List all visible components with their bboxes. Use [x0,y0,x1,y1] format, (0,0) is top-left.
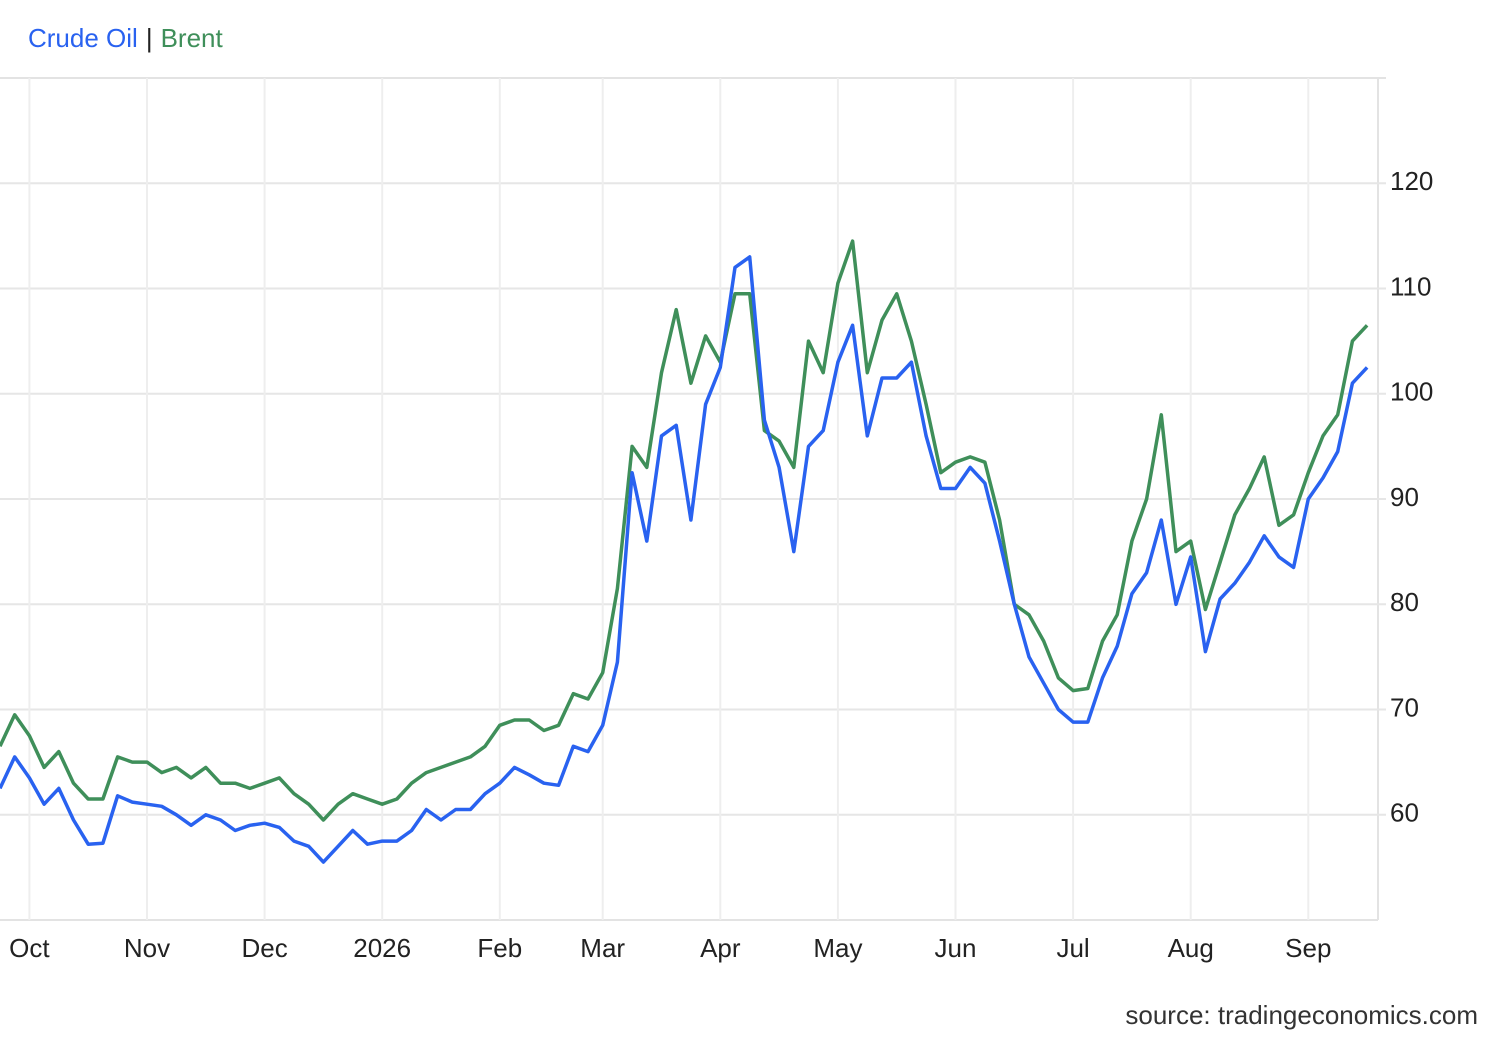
x-tick-label: Feb [477,933,522,963]
x-tick-label: Dec [241,933,287,963]
line-series [0,239,1369,822]
lines [0,239,1369,864]
y-tick-label: 70 [1390,692,1419,722]
legend-separator: | [146,23,153,53]
x-tick-label: Aug [1168,933,1214,963]
grid [0,78,1386,920]
y-tick-label: 80 [1390,587,1419,617]
x-tick-label: May [813,933,862,963]
x-tick-label: Oct [9,933,50,963]
y-tick-label: 120 [1390,166,1433,196]
y-tick-label: 110 [1390,271,1431,301]
x-tick-label: Mar [580,933,625,963]
x-tick-label: Sep [1285,933,1331,963]
legend: Crude Oil | Brent [28,23,224,53]
line-series [0,255,1369,864]
legend-entry: Brent [161,23,224,53]
legend-entry: Crude Oil [28,23,138,53]
x-tick-label: Nov [124,933,170,963]
y-tick-label: 100 [1390,377,1433,407]
source: source: tradingeconomics.com [1125,1000,1478,1030]
y-tick-label: 90 [1390,482,1419,512]
x-tick-label: Jun [935,933,977,963]
x-tick-label: Jul [1056,933,1089,963]
x-tick-label: Apr [700,933,741,963]
x-tick-label: 2026 [353,933,411,963]
y-tick-label: 60 [1390,798,1419,828]
